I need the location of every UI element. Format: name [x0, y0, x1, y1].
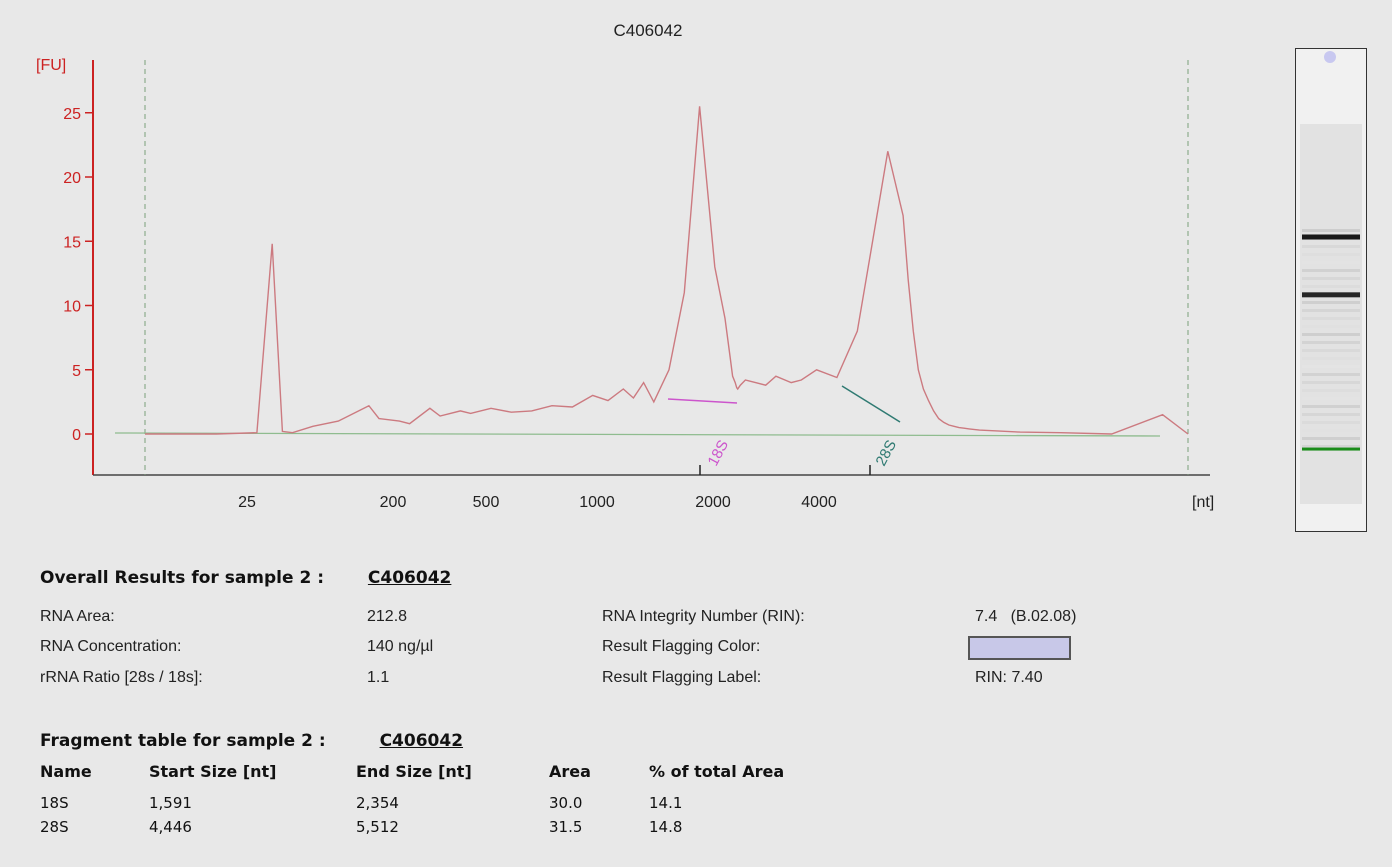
electropherogram-trace	[145, 106, 1189, 435]
gel-smear-band	[1302, 245, 1360, 248]
fragment-column-header: Start Size [nt]	[149, 762, 277, 781]
y-tick-label: 15	[63, 234, 81, 251]
gel-smear-band	[1302, 317, 1360, 320]
y-tick-label: 5	[72, 363, 81, 380]
gel-rrna-band	[1302, 234, 1360, 240]
result-label: RNA Area:	[40, 608, 115, 625]
result-label: Result Flagging Color:	[602, 638, 761, 655]
gel-smear-band	[1302, 309, 1360, 312]
y-tick-label: 0	[72, 427, 81, 444]
gel-smear-band	[1302, 421, 1360, 424]
gel-smear-band	[1302, 285, 1360, 288]
result-label: Result Flagging Label:	[602, 669, 762, 686]
x-tick-label: 200	[380, 494, 407, 511]
fragment-cell: 2,354	[356, 794, 399, 812]
gel-smear-band	[1302, 341, 1360, 344]
flag-label-value: RIN: 7.40	[975, 669, 1043, 686]
y-tick-label: 10	[63, 299, 81, 316]
fragment-cell: 31.5	[549, 818, 583, 836]
fragment-cell: 5,512	[356, 818, 399, 836]
x-tick-label: 4000	[801, 494, 837, 511]
gel-smear-band	[1302, 373, 1360, 376]
gel-smear-band	[1302, 413, 1360, 416]
gel-smear-band	[1302, 253, 1360, 256]
gel-smear-band	[1302, 381, 1360, 384]
fragment-18s-label: 18S	[705, 437, 733, 469]
x-tick-label: 500	[473, 494, 500, 511]
fragment-column-header: Area	[549, 762, 591, 781]
fragment-cell: 28S	[40, 818, 69, 836]
fragment-table-heading: Fragment table for sample 2 : C406042	[40, 731, 463, 751]
rin-value: 7.4 (B.02.08)	[975, 608, 1077, 625]
overall-results-title: Overall Results for sample 2 :	[40, 568, 324, 588]
gel-smear-band	[1302, 445, 1360, 448]
result-flag-color-swatch	[968, 636, 1071, 660]
y-tick-label: 25	[63, 106, 81, 123]
gel-smear-band	[1302, 261, 1360, 264]
fragment-cell: 14.8	[649, 818, 683, 836]
result-label: RNA Concentration:	[40, 638, 182, 655]
x-tick-label: 2000	[695, 494, 731, 511]
gel-smear-band	[1302, 333, 1360, 336]
result-value: 1.1	[367, 669, 390, 686]
x-axis-label: [nt]	[1192, 494, 1214, 511]
result-value: 212.8	[367, 608, 408, 625]
gel-image	[1300, 51, 1362, 504]
gel-smear-band	[1302, 365, 1360, 368]
fragment-cell: 4,446	[149, 818, 192, 836]
fragment-28s-label: 28S	[873, 437, 901, 469]
fragment-18s-line	[667, 398, 738, 404]
y-axis-label: [FU]	[36, 57, 66, 74]
fragment-column-header: % of total Area	[649, 762, 785, 781]
gel-smear-band	[1302, 277, 1360, 280]
gel-smear-band	[1302, 405, 1360, 408]
virtual-gel-lane	[1295, 48, 1367, 532]
electropherogram-chart: C406042 [FU] [nt] 0 5 10 15 20 25 25 200 500 1000…	[36, 21, 1214, 511]
y-tick-label: 20	[63, 170, 81, 187]
gel-marker-band	[1302, 447, 1360, 451]
result-value: 140 ng/µl	[367, 638, 434, 655]
result-label: rRNA Ratio [28s / 18s]:	[40, 669, 203, 686]
gel-smear-band	[1302, 349, 1360, 352]
gel-smear-band	[1302, 397, 1360, 400]
result-label: RNA Integrity Number (RIN):	[602, 608, 805, 625]
gel-smear-band	[1302, 301, 1360, 304]
chart-title: C406042	[613, 21, 682, 40]
fragment-sample-id: C406042	[379, 731, 464, 751]
gel-smear-band	[1302, 437, 1360, 440]
gel-smear-band	[1302, 325, 1360, 328]
fragment-28s-line	[841, 385, 901, 423]
fragment-cell: 18S	[40, 794, 69, 812]
fragment-cell: 1,591	[149, 794, 192, 812]
x-tick-label: 1000	[579, 494, 615, 511]
x-tick-label: 25	[238, 494, 256, 511]
fragment-column-header: End Size [nt]	[356, 762, 472, 781]
gel-smear-band	[1302, 269, 1360, 272]
fragment-column-header: Name	[40, 762, 92, 781]
gel-smear-band	[1302, 357, 1360, 360]
gel-smear-band	[1302, 229, 1360, 232]
overall-sample-id: C406042	[367, 568, 452, 588]
gel-smear-band	[1302, 389, 1360, 392]
gel-smear-band	[1302, 429, 1360, 432]
gel-top-dot	[1324, 51, 1336, 63]
fragment-cell: 30.0	[549, 794, 583, 812]
fragment-table-title: Fragment table for sample 2 :	[40, 731, 326, 751]
overall-results-heading: Overall Results for sample 2 : C406042	[40, 568, 451, 588]
gel-rrna-band	[1302, 292, 1360, 298]
baseline-line	[114, 432, 1161, 437]
fragment-cell: 14.1	[649, 794, 683, 812]
gel-lane-background	[1300, 124, 1362, 504]
